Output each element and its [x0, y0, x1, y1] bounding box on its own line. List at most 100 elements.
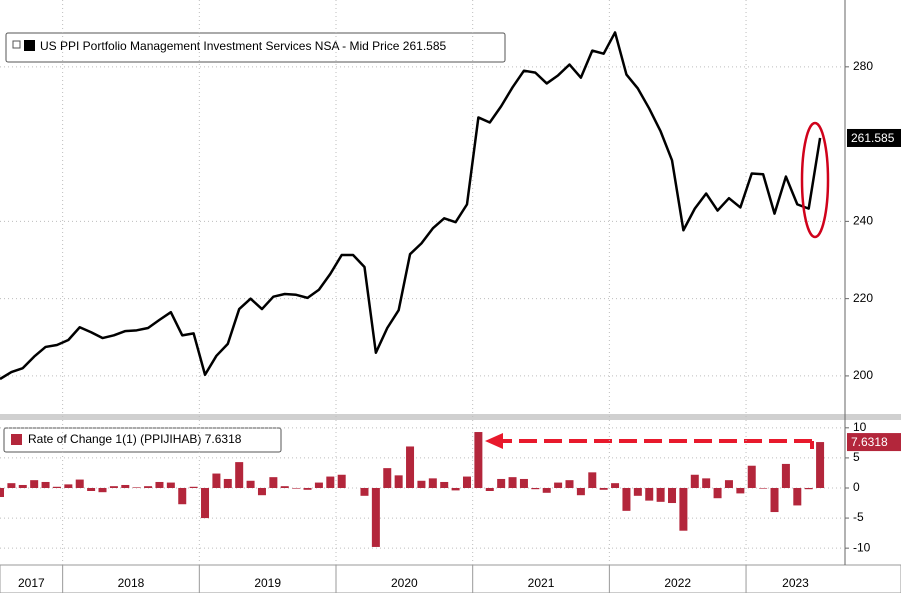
x-tick-label: 2020 — [391, 576, 418, 590]
bar — [599, 487, 608, 490]
y-tick-label: -5 — [853, 510, 864, 524]
bar — [474, 432, 483, 488]
bar — [462, 476, 471, 488]
bar — [781, 463, 790, 488]
bar — [713, 487, 722, 499]
bar — [793, 487, 802, 506]
bar — [394, 475, 403, 488]
bar — [611, 483, 620, 488]
bar — [223, 478, 232, 488]
bar — [314, 482, 323, 488]
bar — [622, 487, 631, 511]
bar — [87, 487, 96, 491]
bar — [702, 478, 711, 488]
bar — [690, 474, 699, 488]
x-axis-band — [0, 564, 901, 593]
bar — [155, 481, 164, 488]
legend-label: Rate of Change 1(1) (PPIJIHAB) 7.6318 — [28, 432, 242, 446]
last-value-label: 7.6318 — [851, 435, 888, 449]
line — [0, 31, 822, 381]
bar — [554, 482, 563, 488]
bar — [269, 477, 278, 488]
x-tick-label: 2023 — [782, 576, 809, 590]
bar — [303, 487, 312, 490]
bar — [326, 476, 335, 488]
bar — [770, 487, 779, 513]
bar — [121, 484, 130, 488]
bar — [201, 487, 210, 519]
bar — [485, 487, 494, 491]
bar — [588, 472, 597, 488]
bar — [132, 487, 141, 488]
bar — [576, 487, 585, 496]
bar — [41, 481, 50, 488]
x-tick-label: 2021 — [528, 576, 555, 590]
legend-bottom — [3, 427, 282, 453]
y-tick-label: 220 — [853, 291, 873, 305]
bar — [337, 474, 346, 488]
bar — [542, 487, 551, 493]
bar — [724, 480, 733, 488]
legend-label: US PPI Portfolio Management Investment S… — [40, 39, 447, 53]
bar — [109, 486, 118, 488]
bar — [497, 478, 506, 488]
x-tick-label: 2018 — [118, 576, 145, 590]
bar — [565, 480, 574, 488]
highlight-ellipse — [800, 121, 830, 239]
legend-swatch — [24, 40, 35, 51]
bar — [747, 465, 756, 488]
bar — [246, 480, 255, 488]
bar — [257, 487, 266, 496]
bar — [440, 481, 449, 488]
bar — [292, 487, 301, 489]
x-tick-label: 2022 — [664, 576, 691, 590]
y-tick-label: 10 — [853, 420, 867, 434]
bar — [18, 484, 27, 488]
bar — [7, 483, 16, 488]
legend-toggle — [12, 40, 21, 49]
bar — [383, 468, 392, 488]
legend-swatch — [11, 434, 22, 445]
last-value-tag — [847, 128, 901, 147]
last-value-label: 261.585 — [851, 131, 895, 145]
y-tick-label: -10 — [853, 540, 871, 554]
bar — [428, 478, 437, 488]
y-tick-label: 200 — [853, 368, 873, 382]
legend-top — [5, 32, 506, 63]
y-tick-label: 0 — [853, 480, 860, 494]
bar — [804, 487, 813, 490]
y-tick-label: 5 — [853, 450, 860, 464]
bar — [406, 446, 415, 488]
x-tick-label: 2017 — [18, 576, 45, 590]
y-tick-label: 280 — [853, 59, 873, 73]
bar — [0, 487, 4, 498]
bar — [633, 487, 642, 496]
bar — [679, 487, 688, 531]
bar — [668, 487, 677, 504]
bar — [360, 487, 369, 496]
bar — [519, 478, 528, 488]
bar — [645, 487, 654, 501]
panel-divider — [0, 414, 901, 420]
bar — [30, 480, 39, 488]
bar — [816, 442, 825, 488]
bar — [178, 487, 187, 505]
bar — [736, 487, 745, 494]
bar — [166, 482, 175, 488]
bar — [75, 479, 84, 488]
bar — [189, 486, 198, 488]
y-tick-label: 240 — [853, 214, 873, 228]
bar — [144, 486, 153, 488]
bar — [417, 480, 426, 488]
bar — [508, 477, 517, 488]
bar — [759, 487, 768, 489]
bar — [451, 487, 460, 491]
bar — [64, 484, 73, 488]
bar — [656, 487, 665, 502]
bar — [212, 473, 221, 488]
bar — [98, 487, 107, 493]
bar — [280, 486, 289, 488]
